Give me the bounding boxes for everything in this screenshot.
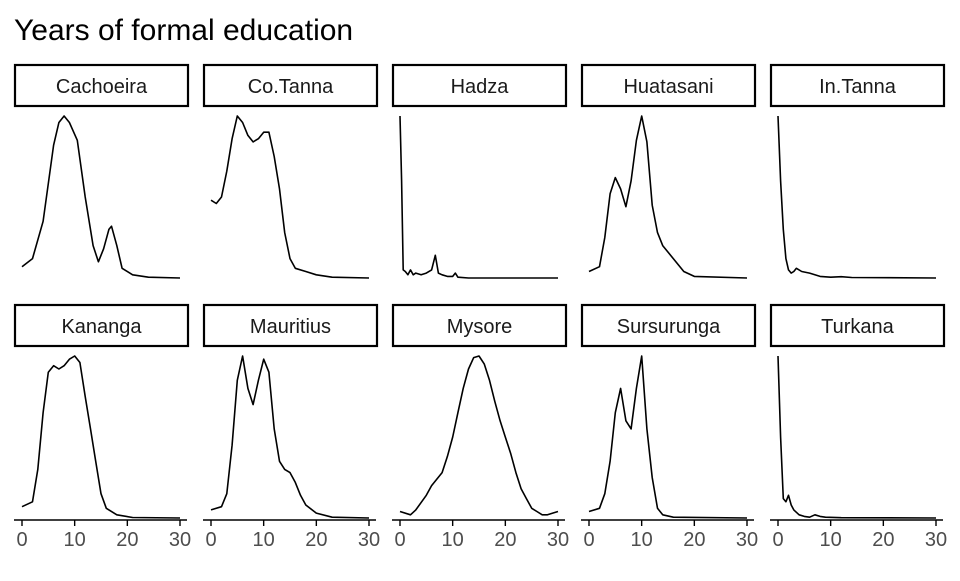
facet-strip xyxy=(580,303,757,348)
panel-huatasani: Huatasani xyxy=(580,63,757,279)
panel-co-tanna: Co.Tanna xyxy=(202,63,379,279)
x-tick-label: 0 xyxy=(205,529,216,551)
panel-in-tanna: In.Tanna xyxy=(769,63,946,279)
x-tick-label: 10 xyxy=(631,529,653,551)
x-tick-label: 20 xyxy=(305,529,327,551)
facet-strip xyxy=(202,303,379,348)
x-tick-label: 20 xyxy=(116,529,138,551)
density-line xyxy=(399,355,559,516)
x-tick-label: 0 xyxy=(394,529,405,551)
facet-strip xyxy=(769,303,946,348)
density-line xyxy=(399,115,558,279)
panels: Cachoeira Co.Tanna Hadza Huatasani In.Tanna K… xyxy=(13,63,947,551)
x-tick-label: 30 xyxy=(169,529,191,551)
facet-strip xyxy=(580,63,757,108)
density-line xyxy=(588,115,748,279)
facet-strip xyxy=(391,303,568,348)
density-line xyxy=(588,355,748,519)
x-tick-label: 0 xyxy=(16,529,27,551)
panel-mauritius: Mauritius 0 10 20 30 xyxy=(202,303,380,551)
density-line xyxy=(777,115,937,279)
facet-label: Hadza xyxy=(451,76,510,98)
density-line xyxy=(210,355,370,519)
x-tick-label: 20 xyxy=(872,529,894,551)
x-tick-label: 10 xyxy=(820,529,842,551)
chart-title: Years of formal education xyxy=(14,14,353,47)
facet-strip xyxy=(391,63,568,108)
facet-label: Huatasani xyxy=(623,76,713,98)
facet-label: Cachoeira xyxy=(56,76,148,98)
facet-label: Kananga xyxy=(61,316,142,338)
facet-label: Mysore xyxy=(447,316,513,338)
x-tick-label: 30 xyxy=(547,529,569,551)
facet-label: Co.Tanna xyxy=(248,76,334,98)
x-tick-label: 0 xyxy=(772,529,783,551)
x-tick-label: 10 xyxy=(442,529,464,551)
panel-mysore: Mysore 0 10 20 30 xyxy=(391,303,569,551)
density-line xyxy=(777,355,937,519)
panel-kananga: Kananga 0 10 20 30 xyxy=(13,303,191,551)
facet-strip xyxy=(13,63,190,108)
x-tick-label: 10 xyxy=(64,529,86,551)
facet-label: Sursurunga xyxy=(617,316,721,338)
facet-label: In.Tanna xyxy=(819,76,897,98)
panel-turkana: Turkana 0 10 20 30 xyxy=(769,303,947,551)
facet-strip xyxy=(202,63,379,108)
x-tick-label: 0 xyxy=(583,529,594,551)
density-line xyxy=(21,115,181,279)
facet-label: Mauritius xyxy=(250,316,331,338)
density-line xyxy=(21,355,181,519)
density-line xyxy=(210,115,370,279)
panel-hadza: Hadza xyxy=(391,63,568,279)
x-tick-label: 20 xyxy=(494,529,516,551)
facet-label: Turkana xyxy=(821,316,895,338)
panel-cachoeira: Cachoeira xyxy=(13,63,190,279)
x-tick-label: 10 xyxy=(253,529,275,551)
x-tick-label: 30 xyxy=(358,529,380,551)
facet-strip xyxy=(769,63,946,108)
x-tick-label: 20 xyxy=(683,529,705,551)
x-tick-label: 30 xyxy=(736,529,758,551)
facet-strip xyxy=(13,303,190,348)
x-tick-label: 30 xyxy=(925,529,947,551)
panel-sursurunga: Sursurunga 0 10 20 30 xyxy=(580,303,758,551)
